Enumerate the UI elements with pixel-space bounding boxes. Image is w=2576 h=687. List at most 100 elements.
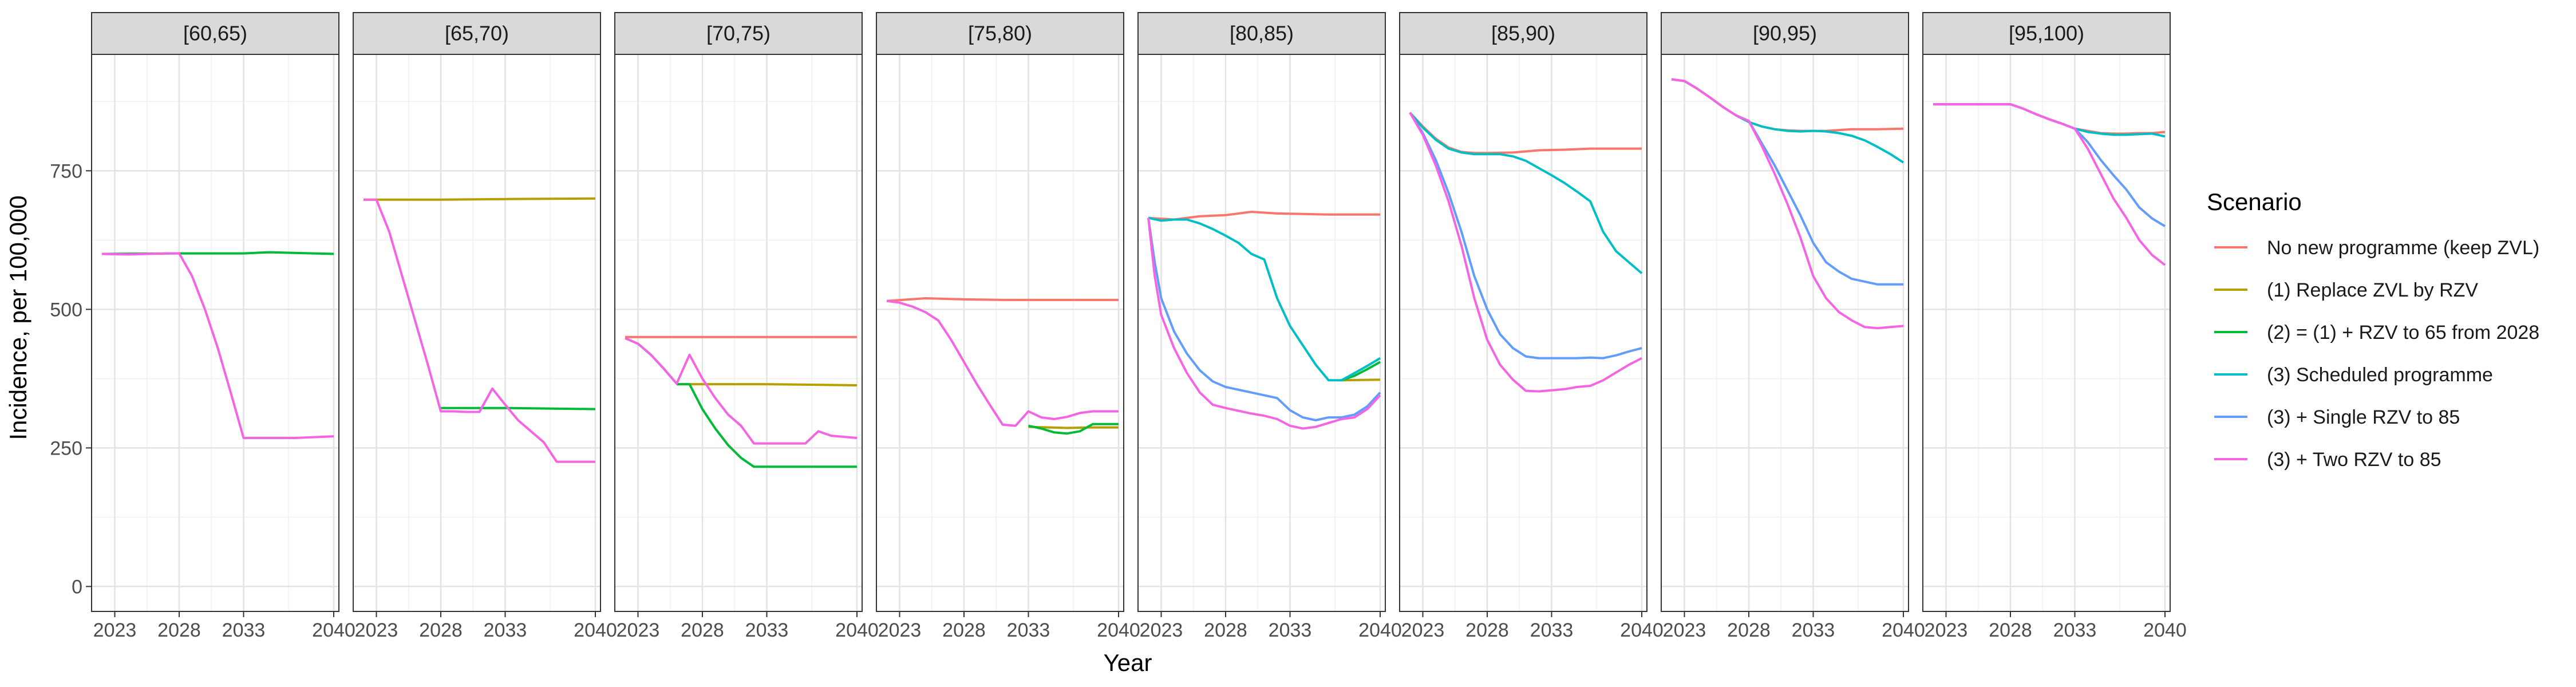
- x-tick-label: 2028: [419, 619, 463, 641]
- facet-strip: [1661, 12, 1909, 55]
- series-line: [1028, 423, 1119, 435]
- panel-border: [876, 54, 1124, 612]
- series-line: [677, 383, 858, 386]
- series-line: [1028, 425, 1119, 429]
- x-tick-label: 2040: [1097, 619, 1140, 641]
- series-line: [886, 297, 1119, 302]
- legend-item: (2) = (1) + RZV to 65 from 2028: [2214, 322, 2539, 344]
- legend-item: (3) + Two RZV to 85: [2214, 449, 2441, 471]
- panel-background: [1138, 54, 1385, 611]
- facet-strip-label: [85,90): [1491, 22, 1555, 45]
- x-tick-label: 2028: [1204, 619, 1247, 641]
- facet-panel: [60,65) 2023 2028 2033 2040: [91, 12, 355, 641]
- x-tick-label: 2023: [1140, 619, 1183, 641]
- y-tick-label: 750: [50, 160, 82, 182]
- legend-label: (1) Replace ZVL by RZV: [2267, 279, 2478, 301]
- facet-panel: [85,90) 2023 2028 2033 2040: [1399, 12, 1664, 641]
- legend-item: (1) Replace ZVL by RZV: [2214, 279, 2478, 301]
- x-tick-label: 2033: [2053, 619, 2097, 641]
- facet-panel: [80,85) 2023 2028 2033 2040: [1137, 12, 1402, 641]
- legend-label: (2) = (1) + RZV to 65 from 2028: [2267, 322, 2539, 344]
- series-line: [677, 383, 857, 468]
- x-tick-label: 2033: [1269, 619, 1312, 641]
- facet-strip: [91, 12, 339, 55]
- panel-border: [1922, 54, 2171, 612]
- facet-strip: [353, 12, 601, 55]
- x-tick-label: 2033: [1530, 619, 1574, 641]
- panel-border: [614, 54, 863, 612]
- series-line: [625, 337, 858, 445]
- y-tick-label: 0: [72, 576, 82, 598]
- series-line: [1147, 218, 1381, 421]
- panel-background: [1923, 54, 2170, 611]
- legend-item: No new programme (keep ZVL): [2214, 237, 2539, 259]
- facet-strip: [1137, 12, 1386, 55]
- panel-background: [353, 54, 600, 611]
- series-line: [364, 198, 595, 463]
- panel-background: [1400, 54, 1647, 611]
- legend-label: (3) + Single RZV to 85: [2267, 406, 2460, 428]
- facet-panel: [90,95) 2023 2028 2033 2040: [1661, 12, 1925, 641]
- x-tick-label: 2033: [745, 619, 789, 641]
- legend-items: No new programme (keep ZVL) (1) Replace Z…: [2214, 237, 2539, 471]
- series-line: [1341, 361, 1381, 382]
- x-tick-label: 2033: [1792, 619, 1835, 641]
- x-tick-label: 2023: [878, 619, 922, 641]
- facet-strip-label: [90,95): [1753, 22, 1817, 45]
- panel-border: [353, 54, 601, 612]
- x-tick-label: 2040: [1882, 619, 1925, 641]
- x-tick-label: 2040: [835, 619, 879, 641]
- facet-panel: [95,100) 2023 2028 2033 2040: [1922, 12, 2187, 641]
- x-tick-label: 2040: [2143, 619, 2187, 641]
- series-line: [101, 252, 334, 439]
- x-tick-label: 2028: [157, 619, 201, 641]
- facet-strip: [1922, 12, 2171, 55]
- legend-item: (3) Scheduled programme: [2214, 364, 2493, 386]
- facet-strip-label: [75,80): [968, 22, 1032, 45]
- panel-background: [615, 54, 862, 611]
- facet-strip: [876, 12, 1124, 55]
- panel-background: [1661, 54, 1909, 611]
- facet-panel: [65,70) 2023 2028 2033 2040: [353, 12, 617, 641]
- series-line: [1933, 103, 2166, 266]
- series-line: [441, 406, 596, 410]
- facet-strip-label: [70,75): [706, 22, 771, 45]
- panel-border: [1661, 54, 1909, 612]
- x-tick-label: 2040: [1620, 619, 1664, 641]
- x-tick-label: 2023: [1925, 619, 1968, 641]
- x-tick-label: 2023: [93, 619, 137, 641]
- x-tick-label: 2040: [574, 619, 617, 641]
- facet-panel: [70,75) 2023 2028 2033 2040: [614, 12, 879, 641]
- facet-strip: [614, 12, 863, 55]
- facet-strip-label: [80,85): [1230, 22, 1294, 45]
- panel-background: [876, 54, 1124, 611]
- panel-border: [91, 54, 339, 612]
- series-line: [886, 299, 1119, 427]
- series-line: [1671, 78, 1904, 330]
- x-axis-title: Year: [1104, 649, 1152, 676]
- series-line: [1409, 112, 1643, 274]
- facet-strip-label: [65,70): [445, 22, 509, 45]
- x-tick-label: 2023: [617, 619, 660, 641]
- facet-strip-label: [95,100): [2009, 22, 2084, 45]
- y-tick-label: 500: [50, 299, 82, 321]
- legend-title: Scenario: [2207, 188, 2302, 215]
- legend-label: No new programme (keep ZVL): [2267, 237, 2539, 259]
- series-line: [1148, 216, 1381, 382]
- x-tick-label: 2028: [942, 619, 986, 641]
- y-tick-label: 250: [50, 437, 82, 459]
- x-tick-label: 2023: [1401, 619, 1445, 641]
- facet-panel: [75,80) 2023 2028 2033 2040: [876, 12, 1140, 641]
- y-axis-title: Incidence, per 100,000: [5, 195, 31, 440]
- x-tick-label: 2033: [222, 619, 266, 641]
- x-tick-label: 2040: [1358, 619, 1402, 641]
- legend-label: (3) + Two RZV to 85: [2267, 449, 2441, 471]
- facet-strip: [1399, 12, 1647, 55]
- facet-panels: [60,65) 2023 2028 2033 2040 [65,70) 2023 2028 20…: [91, 12, 2187, 641]
- x-tick-label: 2028: [1465, 619, 1509, 641]
- legend: Scenario No new programme (keep ZVL) (1) …: [2207, 188, 2539, 471]
- legend-label: (3) Scheduled programme: [2267, 364, 2493, 386]
- panel-background: [92, 54, 339, 611]
- x-tick-label: 2023: [1663, 619, 1706, 641]
- x-tick-label: 2023: [355, 619, 398, 641]
